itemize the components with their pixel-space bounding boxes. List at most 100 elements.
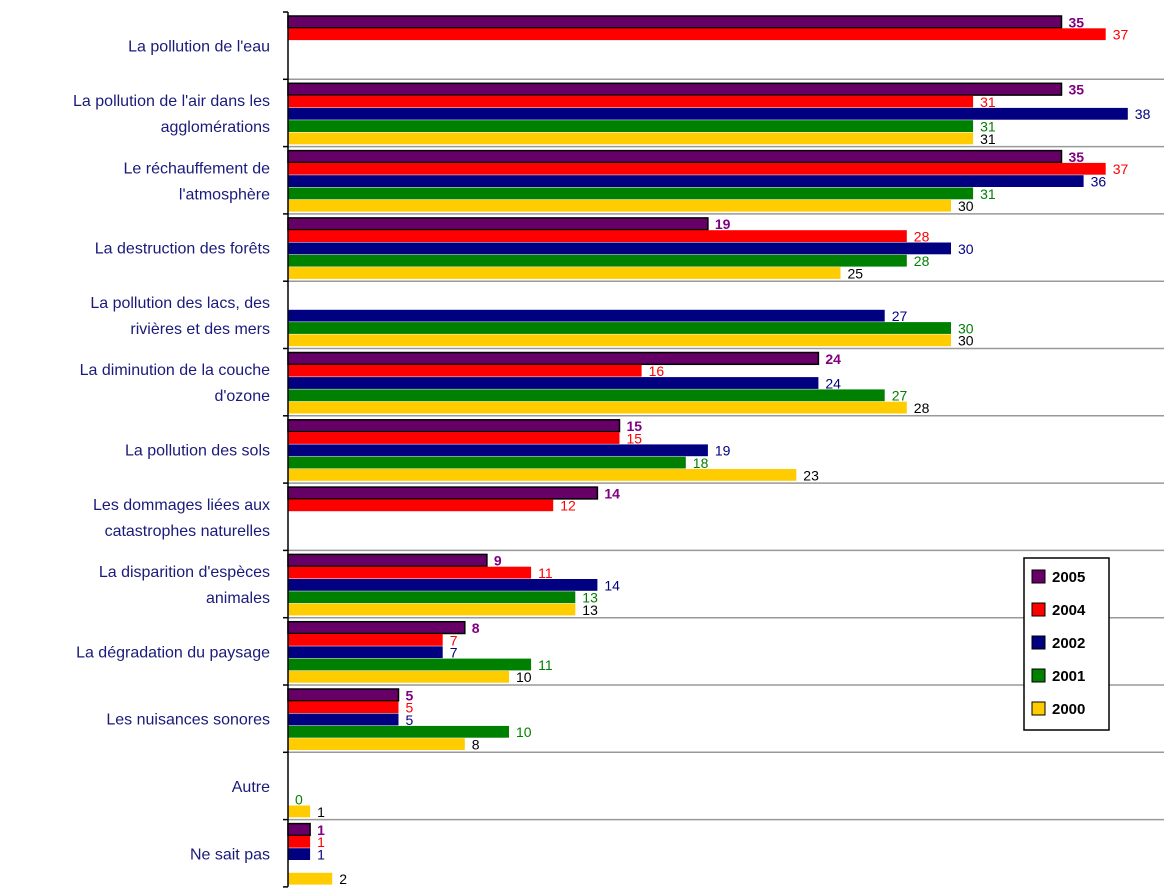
value-label-2002: 30 bbox=[958, 241, 974, 257]
bar-2000 bbox=[288, 872, 333, 885]
value-label-2001: 0 bbox=[295, 792, 303, 808]
bar-2004 bbox=[288, 566, 532, 579]
category-label: agglomérations bbox=[161, 119, 270, 136]
bar-2002 bbox=[288, 444, 708, 457]
legend-label-2001: 2001 bbox=[1052, 668, 1085, 685]
value-label-2000: 13 bbox=[582, 602, 598, 618]
category-label: animales bbox=[206, 590, 270, 607]
value-label-2004: 15 bbox=[627, 430, 643, 446]
bar-2004 bbox=[288, 499, 554, 512]
value-label-2004: 31 bbox=[980, 94, 996, 110]
legend-label-2000: 2000 bbox=[1052, 701, 1085, 718]
bar-2000 bbox=[288, 603, 576, 616]
bar-2004 bbox=[288, 835, 311, 848]
legend-swatch-2002 bbox=[1031, 635, 1046, 650]
bar-2004 bbox=[288, 364, 642, 377]
value-label-2001: 10 bbox=[516, 724, 532, 740]
legend-swatch-2000 bbox=[1031, 701, 1046, 716]
value-label-2000: 31 bbox=[980, 131, 996, 147]
category-label: La pollution de l'air dans les bbox=[73, 93, 270, 110]
bar-2001 bbox=[288, 254, 907, 267]
legend-swatch-2005 bbox=[1031, 569, 1046, 584]
bar-2000 bbox=[288, 267, 841, 279]
bar-2001 bbox=[288, 187, 974, 200]
bar-2001 bbox=[288, 591, 576, 604]
value-label-2004: 12 bbox=[560, 498, 576, 514]
bar-2004 bbox=[288, 230, 907, 242]
bar-2002 bbox=[288, 377, 819, 389]
value-label-2004: 1 bbox=[317, 834, 325, 850]
category-label: Le réchauffement de bbox=[124, 160, 271, 177]
value-label-2005: 8 bbox=[472, 620, 480, 636]
category-labels: La pollution de l'eau La pollution de l'a… bbox=[73, 39, 270, 864]
bar-2005 bbox=[287, 351, 820, 366]
category-label: Les nuisances sonores bbox=[106, 712, 270, 729]
value-label-2005: 35 bbox=[1069, 82, 1085, 98]
category-label: d'ozone bbox=[214, 388, 270, 405]
bar-2005 bbox=[287, 82, 1063, 96]
value-label-2001: 30 bbox=[958, 320, 974, 336]
bar-2002 bbox=[288, 713, 399, 726]
legend-label-2004: 2004 bbox=[1052, 602, 1086, 619]
bar-2000 bbox=[288, 401, 907, 414]
bar-2004 bbox=[288, 432, 620, 444]
bar-2001 bbox=[288, 658, 532, 671]
value-label-2001: 11 bbox=[538, 657, 553, 673]
bar-2001 bbox=[288, 120, 974, 132]
bar-2001 bbox=[288, 322, 951, 334]
value-label-2002: 14 bbox=[604, 577, 620, 593]
value-label-2004: 7 bbox=[450, 632, 458, 648]
value-label-2005: 14 bbox=[604, 485, 620, 501]
value-label-2001: 28 bbox=[914, 253, 930, 269]
bar-2001 bbox=[288, 456, 686, 469]
value-label-2002: 24 bbox=[825, 375, 841, 391]
bar-2005 bbox=[287, 217, 709, 231]
category-label: Autre bbox=[232, 779, 270, 796]
bar-2000 bbox=[288, 199, 951, 212]
value-label-2005: 1 bbox=[317, 822, 325, 838]
value-label-2004: 5 bbox=[406, 700, 414, 716]
value-label-2000: 1 bbox=[317, 804, 325, 820]
axis bbox=[283, 11, 289, 888]
bar-2000 bbox=[288, 132, 974, 145]
bar-2001 bbox=[288, 389, 885, 402]
value-label-2004: 11 bbox=[538, 565, 553, 581]
bar-2005 bbox=[287, 553, 488, 567]
bar-2005 bbox=[287, 486, 599, 500]
value-label-2000: 8 bbox=[472, 737, 480, 753]
value-label-2002: 5 bbox=[406, 712, 414, 728]
value-label-2002: 38 bbox=[1135, 106, 1151, 122]
value-label-2000: 25 bbox=[848, 265, 864, 281]
bar-2004 bbox=[288, 701, 399, 714]
value-label-2000: 10 bbox=[516, 669, 532, 685]
category-label: La destruction des forêts bbox=[95, 241, 270, 258]
bar-2004 bbox=[288, 28, 1106, 41]
value-label-2000: 28 bbox=[914, 400, 930, 416]
value-label-2005: 24 bbox=[825, 351, 841, 367]
bar-2004 bbox=[288, 162, 1106, 175]
legend-label-2002: 2002 bbox=[1052, 635, 1085, 652]
value-label-2002: 27 bbox=[892, 308, 908, 324]
value-label-2004: 16 bbox=[649, 363, 665, 379]
category-label: Les dommages liées aux bbox=[93, 497, 270, 514]
value-label-2005: 15 bbox=[627, 418, 643, 434]
value-label-2004: 28 bbox=[914, 229, 930, 245]
bar-2002 bbox=[288, 107, 1128, 120]
category-label: l'atmosphère bbox=[179, 186, 270, 203]
category-label: La diminution de la couche bbox=[80, 362, 270, 379]
value-label-2002: 7 bbox=[450, 645, 458, 661]
value-label-2001: 18 bbox=[693, 455, 709, 471]
bar-2002 bbox=[288, 646, 443, 659]
value-label-2000: 2 bbox=[339, 871, 347, 887]
bar-2000 bbox=[288, 670, 509, 683]
bar-2002 bbox=[288, 309, 885, 322]
bar-2002 bbox=[288, 579, 598, 591]
category-label: rivières et des mers bbox=[130, 321, 270, 338]
bar-2005 bbox=[287, 822, 311, 837]
value-labels: 3535351924151498513731372816151211751383… bbox=[295, 14, 1151, 887]
bar-2005 bbox=[287, 688, 400, 702]
value-label-2000: 23 bbox=[803, 467, 819, 483]
bar-2000 bbox=[288, 469, 797, 481]
